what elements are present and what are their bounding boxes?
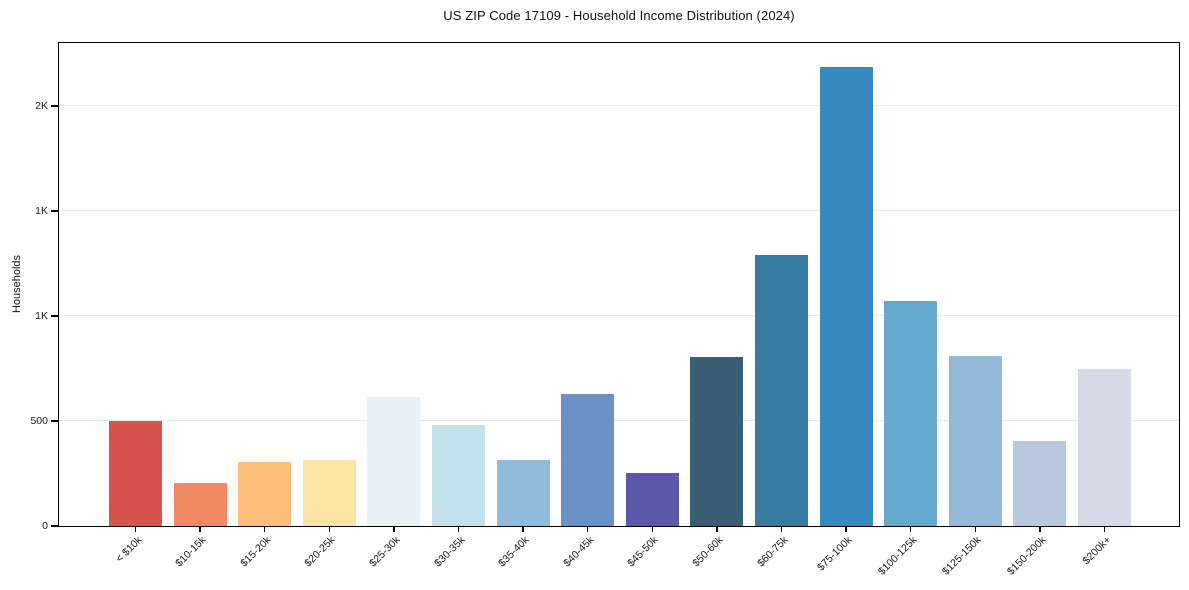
bar-150-200k: [1013, 440, 1067, 526]
x-tick-mark: [974, 526, 976, 532]
bar-10k: [109, 421, 162, 526]
x-tick-mark: [199, 526, 201, 532]
y-tick-label: 0: [42, 520, 48, 532]
x-tick-mark: [1039, 526, 1041, 532]
x-tick-mark: [522, 526, 524, 532]
x-tick-mark: [134, 526, 137, 532]
y-gridline: [59, 420, 1179, 422]
y-axis-label: Households: [11, 254, 23, 314]
x-tick-mark: [264, 526, 266, 532]
bar-30-35k: [432, 425, 485, 526]
bar-200k: [1078, 368, 1131, 526]
y-tick-label: 1K: [35, 205, 48, 218]
bar-50-60k: [690, 357, 744, 526]
x-tick-mark: [587, 526, 589, 532]
bar-100-125k: [884, 300, 938, 526]
y-tick-label: 2K: [35, 100, 48, 113]
y-tick-label: 500: [30, 415, 48, 428]
bar-15-20k: [238, 461, 292, 526]
y-gridline: [59, 210, 1179, 212]
y-tick-mark: [51, 105, 58, 107]
bar-35-40k: [496, 459, 550, 526]
bar-20-25k: [302, 459, 356, 526]
chart-title: US ZIP Code 17109 - Household Income Dis…: [443, 8, 795, 23]
bar-45-50k: [625, 473, 679, 526]
bar-10-15k: [173, 482, 227, 526]
x-tick-mark: [328, 526, 330, 532]
x-tick-label: < $10k: [112, 534, 144, 565]
x-tick-mark: [457, 526, 460, 532]
y-gridline: [59, 315, 1179, 317]
y-gridline: [59, 105, 1179, 107]
bar-25-30k: [367, 396, 421, 526]
y-tick-mark: [51, 420, 58, 422]
x-tick-mark: [845, 526, 847, 532]
x-tick-mark: [716, 526, 718, 532]
plot-area: 0 500 1K 1K 2K < $10k $10-15k $15-20k $20-25k $25…: [30, 42, 1180, 578]
bar-40-45k: [561, 393, 615, 526]
y-tick-mark: [51, 315, 58, 317]
x-tick-mark: [651, 526, 653, 532]
bar-60-75k: [755, 255, 808, 526]
y-tick-label: 1K: [35, 310, 48, 323]
x-tick-mark: [393, 526, 395, 532]
y-tick-mark: [51, 525, 58, 527]
x-tick-mark: [780, 526, 783, 532]
x-tick-mark: [1103, 526, 1106, 532]
bar-75-100k: [819, 66, 873, 526]
x-tick-mark: [910, 526, 912, 532]
y-tick-mark: [51, 210, 58, 212]
bar-125-150k: [948, 355, 1002, 526]
